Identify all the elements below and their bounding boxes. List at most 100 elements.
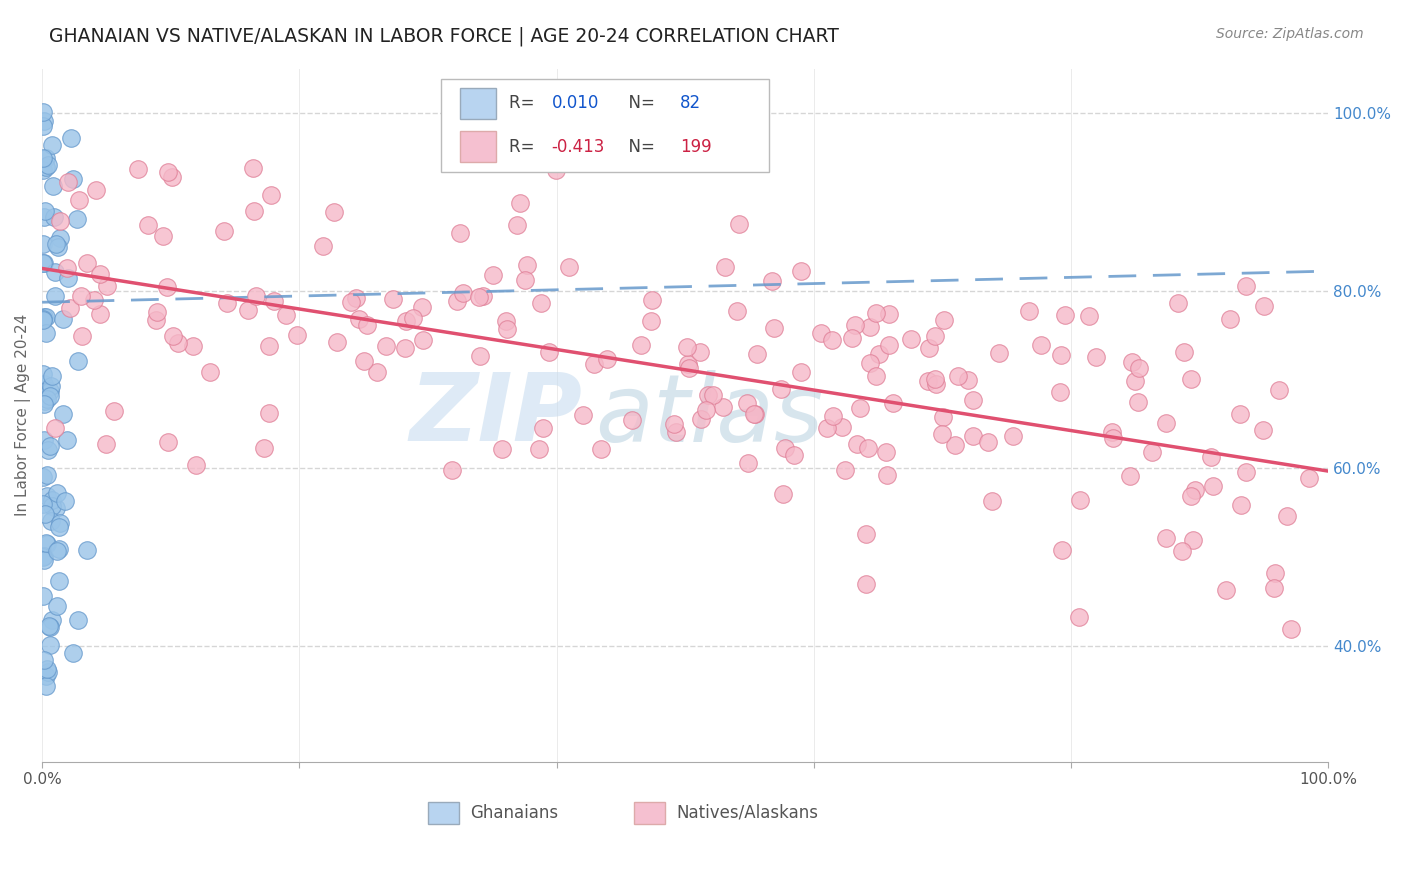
Text: -0.413: -0.413 [551, 137, 605, 156]
Point [44, 265, 66, 279]
Point [35, 490, 58, 504]
Point [689, 412, 711, 426]
Point [676, 340, 699, 354]
Point [32, 255, 55, 269]
FancyBboxPatch shape [460, 131, 496, 162]
Point [924, 328, 946, 343]
Point [449, 227, 471, 241]
Point [664, 417, 686, 431]
Point [41, 369, 63, 384]
Point [471, 289, 494, 303]
Point [34, 549, 56, 564]
Point [76, 256, 98, 270]
Point [38, 384, 60, 398]
Point [1123, 375, 1146, 389]
Point [1230, 498, 1253, 512]
Point [37, 442, 59, 457]
Point [810, 326, 832, 340]
Point [451, 285, 474, 300]
Point [347, 311, 370, 326]
Text: Source: ZipAtlas.com: Source: ZipAtlas.com [1216, 27, 1364, 41]
Point [1173, 345, 1195, 359]
Point [32, 385, 55, 400]
Point [877, 307, 900, 321]
Point [931, 426, 953, 441]
Point [482, 268, 505, 282]
Point [820, 333, 842, 347]
Point [323, 205, 346, 219]
Point [962, 428, 984, 442]
Point [1119, 468, 1142, 483]
Point [772, 487, 794, 501]
Point [865, 305, 887, 319]
Point [1102, 431, 1125, 445]
Point [900, 332, 922, 346]
Point [46, 599, 69, 613]
Point [859, 356, 882, 370]
Point [402, 311, 425, 326]
Y-axis label: In Labor Force | Age 20-24: In Labor Force | Age 20-24 [15, 314, 31, 516]
Point [815, 421, 838, 435]
Point [1298, 471, 1320, 485]
Point [339, 294, 361, 309]
Point [37, 665, 59, 680]
Point [32, 553, 55, 567]
Point [67, 354, 90, 368]
Point [44, 421, 66, 435]
Point [32, 312, 55, 326]
Point [934, 312, 956, 326]
Text: N=: N= [619, 137, 661, 156]
Point [253, 441, 276, 455]
Point [640, 314, 662, 328]
Point [509, 196, 531, 211]
Point [1253, 299, 1275, 313]
Point [346, 291, 368, 305]
Point [773, 441, 796, 455]
Point [411, 301, 433, 315]
Text: atlas: atlas [595, 369, 824, 460]
Point [38, 619, 60, 633]
Point [571, 409, 593, 423]
Point [1234, 279, 1257, 293]
Point [1234, 465, 1257, 479]
Point [531, 420, 554, 434]
Point [49, 231, 72, 245]
Point [382, 292, 405, 306]
Point [146, 305, 169, 319]
Point [32, 433, 55, 447]
Point [69, 193, 91, 207]
Point [257, 406, 280, 420]
Point [66, 212, 89, 227]
Point [46, 544, 69, 558]
Point [152, 228, 174, 243]
Point [1018, 304, 1040, 318]
Point [1180, 372, 1202, 386]
Point [41, 379, 63, 393]
Point [1277, 509, 1299, 524]
Point [1050, 542, 1073, 557]
Point [186, 458, 208, 473]
Point [821, 409, 844, 424]
Point [491, 442, 513, 457]
Point [62, 646, 84, 660]
Point [96, 279, 118, 293]
Point [495, 314, 517, 328]
Point [37, 392, 59, 406]
Point [35, 668, 58, 682]
Point [34, 310, 56, 325]
Point [38, 639, 60, 653]
Point [162, 329, 184, 343]
Point [1181, 533, 1204, 547]
Point [58, 271, 80, 285]
Point [32, 210, 55, 224]
Point [537, 345, 560, 359]
Point [1049, 384, 1071, 399]
Point [395, 313, 418, 327]
Point [103, 403, 125, 417]
Point [747, 347, 769, 361]
Point [236, 303, 259, 318]
Point [83, 293, 105, 307]
Point [446, 293, 468, 308]
Point [744, 407, 766, 421]
Point [1279, 622, 1302, 636]
